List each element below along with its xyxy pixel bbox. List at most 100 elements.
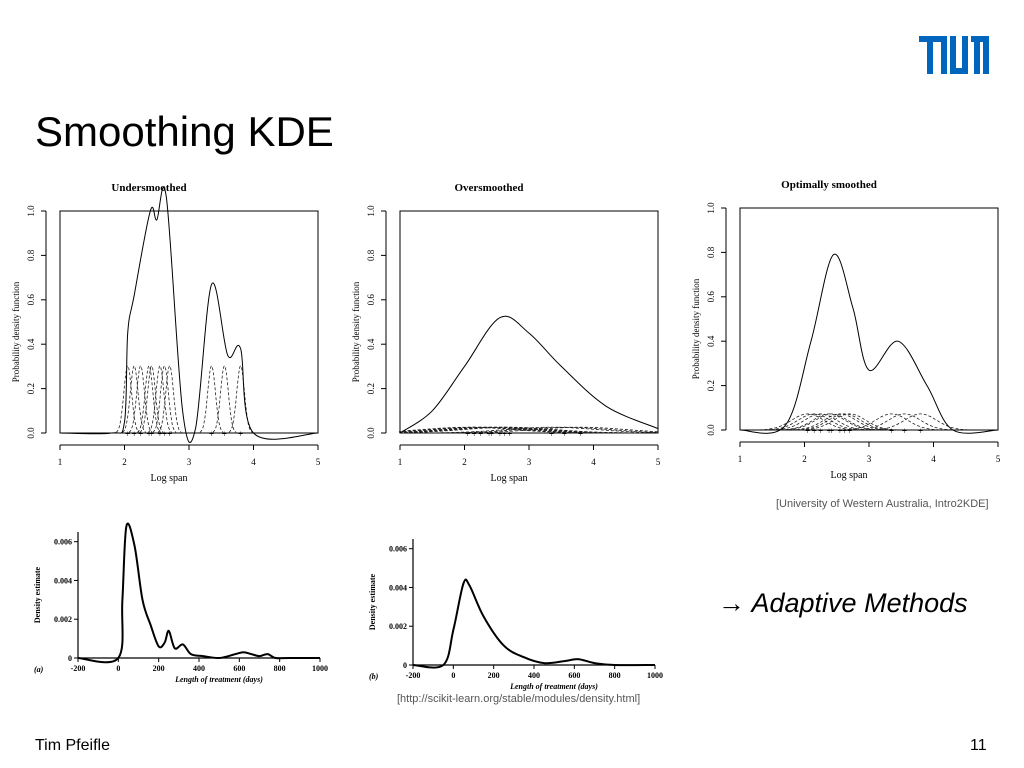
sample-rug-mark: +	[842, 426, 847, 436]
sample-rug-mark: +	[157, 429, 162, 439]
sample-rug-mark: +	[918, 426, 923, 436]
x-tick-label: 1000	[647, 671, 663, 680]
y-axis-label: Density estimate	[33, 566, 42, 623]
y-axis-label: Probability density function	[11, 281, 21, 382]
plot-frame	[59, 210, 319, 434]
sample-rug-mark: +	[829, 426, 834, 436]
sample-rug-mark: +	[578, 429, 583, 439]
x-tick-label: 4	[931, 454, 936, 464]
x-tick-label: -200	[71, 664, 86, 673]
sample-rug-mark: +	[847, 426, 852, 436]
kernel-bump-curve	[152, 365, 177, 433]
x-axis-label: Length of treatment (days)	[174, 675, 263, 684]
sample-rug-mark: +	[486, 429, 491, 439]
sample-rug-mark: +	[507, 429, 512, 439]
y-tick-label: 0.8	[706, 246, 716, 258]
tum-logo-mark	[919, 36, 989, 74]
x-tick-label: 5	[656, 457, 661, 467]
adaptive-methods-callout: → Adaptive Methods	[718, 588, 968, 619]
kernel-bump-curve	[137, 365, 161, 433]
y-tick-label: 0.006	[54, 538, 72, 547]
x-tick-label: -200	[406, 671, 421, 680]
x-axis-label: Length of treatment (days)	[509, 682, 598, 691]
sample-rug-mark: +	[502, 429, 507, 439]
kde-oversmoothed-chart: Oversmoothed 1 2 3 4 5 Log span 0.0 0.2 0.4 0.6 0.8…	[351, 182, 661, 484]
y-tick-label: 1.0	[26, 205, 36, 217]
y-tick-label: 1.0	[366, 205, 376, 217]
y-tick-label: 0.6	[26, 294, 36, 306]
chart-title: Oversmoothed	[454, 182, 523, 194]
sample-rug-mark: +	[132, 429, 137, 439]
y-tick-label: 0.8	[26, 249, 36, 261]
x-tick-label: 1	[398, 457, 403, 467]
y-tick-label: 0.006	[389, 545, 407, 554]
sample-rug-mark: +	[472, 429, 477, 439]
kernel-bump-curve	[128, 365, 153, 433]
y-tick-label: 0.4	[706, 335, 716, 347]
x-tick-label: 200	[488, 671, 500, 680]
kernel-bump-curve	[796, 413, 893, 431]
slide-title: Smoothing KDE	[35, 108, 334, 155]
kernel-bump-curve	[783, 413, 881, 431]
sample-rug-mark: +	[489, 429, 494, 439]
kernel-bump-curve	[212, 365, 237, 433]
sample-rug-mark: +	[818, 426, 823, 436]
density-curve	[399, 315, 659, 434]
sample-rug-mark: +	[562, 429, 567, 439]
sample-rug-mark: +	[902, 426, 907, 436]
y-tick-label: 0.2	[706, 380, 716, 391]
y-axis-label: Density estimate	[368, 573, 377, 630]
plot-frame	[399, 210, 659, 434]
sample-rug-mark: +	[162, 429, 167, 439]
kernel-bump-curve	[416, 426, 659, 434]
y-tick-label: 0.2	[366, 383, 376, 394]
x-tick-label: 3	[527, 457, 532, 467]
x-tick-label: 5	[996, 454, 1001, 464]
x-tick-label: 800	[609, 671, 621, 680]
sample-rug-mark: +	[238, 429, 243, 439]
sample-rug-mark: +	[149, 429, 154, 439]
kernel-bump-curve	[801, 413, 899, 431]
x-axis-label: Log span	[491, 473, 528, 484]
y-tick-label: 0	[68, 654, 72, 663]
kernel-bump-curve	[148, 365, 172, 433]
kernel-bump-curve	[856, 413, 953, 431]
x-tick-label: 3	[867, 454, 872, 464]
kernel-bump-curve	[843, 413, 940, 431]
sample-rug-mark: +	[222, 429, 227, 439]
x-tick-label: 5	[316, 457, 321, 467]
density-curve	[59, 187, 319, 443]
y-tick-label: 0	[403, 661, 407, 670]
right-arrow-icon: →	[718, 588, 745, 618]
x-axis-label: Log span	[151, 473, 188, 484]
kernel-bump-curve	[399, 426, 627, 434]
kernel-bump-curve	[759, 413, 857, 431]
y-tick-label: 0.4	[26, 338, 36, 350]
y-tick-label: 0.002	[54, 615, 72, 624]
source-citation-top: [University of Western Australia, Intro2…	[776, 498, 989, 510]
x-tick-label: 4	[251, 457, 256, 467]
kernel-bump-curve	[115, 365, 140, 433]
page-number: 11	[970, 737, 987, 754]
x-tick-label: 600	[568, 671, 580, 680]
sample-rug-mark: +	[497, 429, 502, 439]
x-tick-label: 600	[233, 664, 245, 673]
kde-undersmoothed-chart: Undersmoothed 1 2 3 4 5 Log span 0.0 0.2 0.4 0.6 0.…	[11, 182, 321, 484]
y-tick-label: 0.004	[54, 576, 72, 585]
x-tick-label: 3	[187, 457, 192, 467]
x-tick-label: 4	[591, 457, 596, 467]
callout-text: Adaptive Methods	[751, 588, 968, 618]
y-tick-label: 0.2	[26, 383, 36, 394]
y-axis-label: Probability density function	[691, 278, 701, 379]
chart-title: Undersmoothed	[111, 182, 186, 194]
sample-rug-mark: +	[805, 426, 810, 436]
x-tick-label: 400	[193, 664, 205, 673]
sample-rug-mark: +	[167, 429, 172, 439]
sample-rug-mark: +	[826, 426, 831, 436]
y-tick-label: 0.4	[366, 338, 376, 350]
x-tick-label: 800	[274, 664, 286, 673]
plot-frame	[739, 207, 999, 431]
x-tick-label: 0	[116, 664, 120, 673]
x-tick-label: 2	[122, 457, 127, 467]
kernel-bump-curve	[872, 413, 970, 431]
